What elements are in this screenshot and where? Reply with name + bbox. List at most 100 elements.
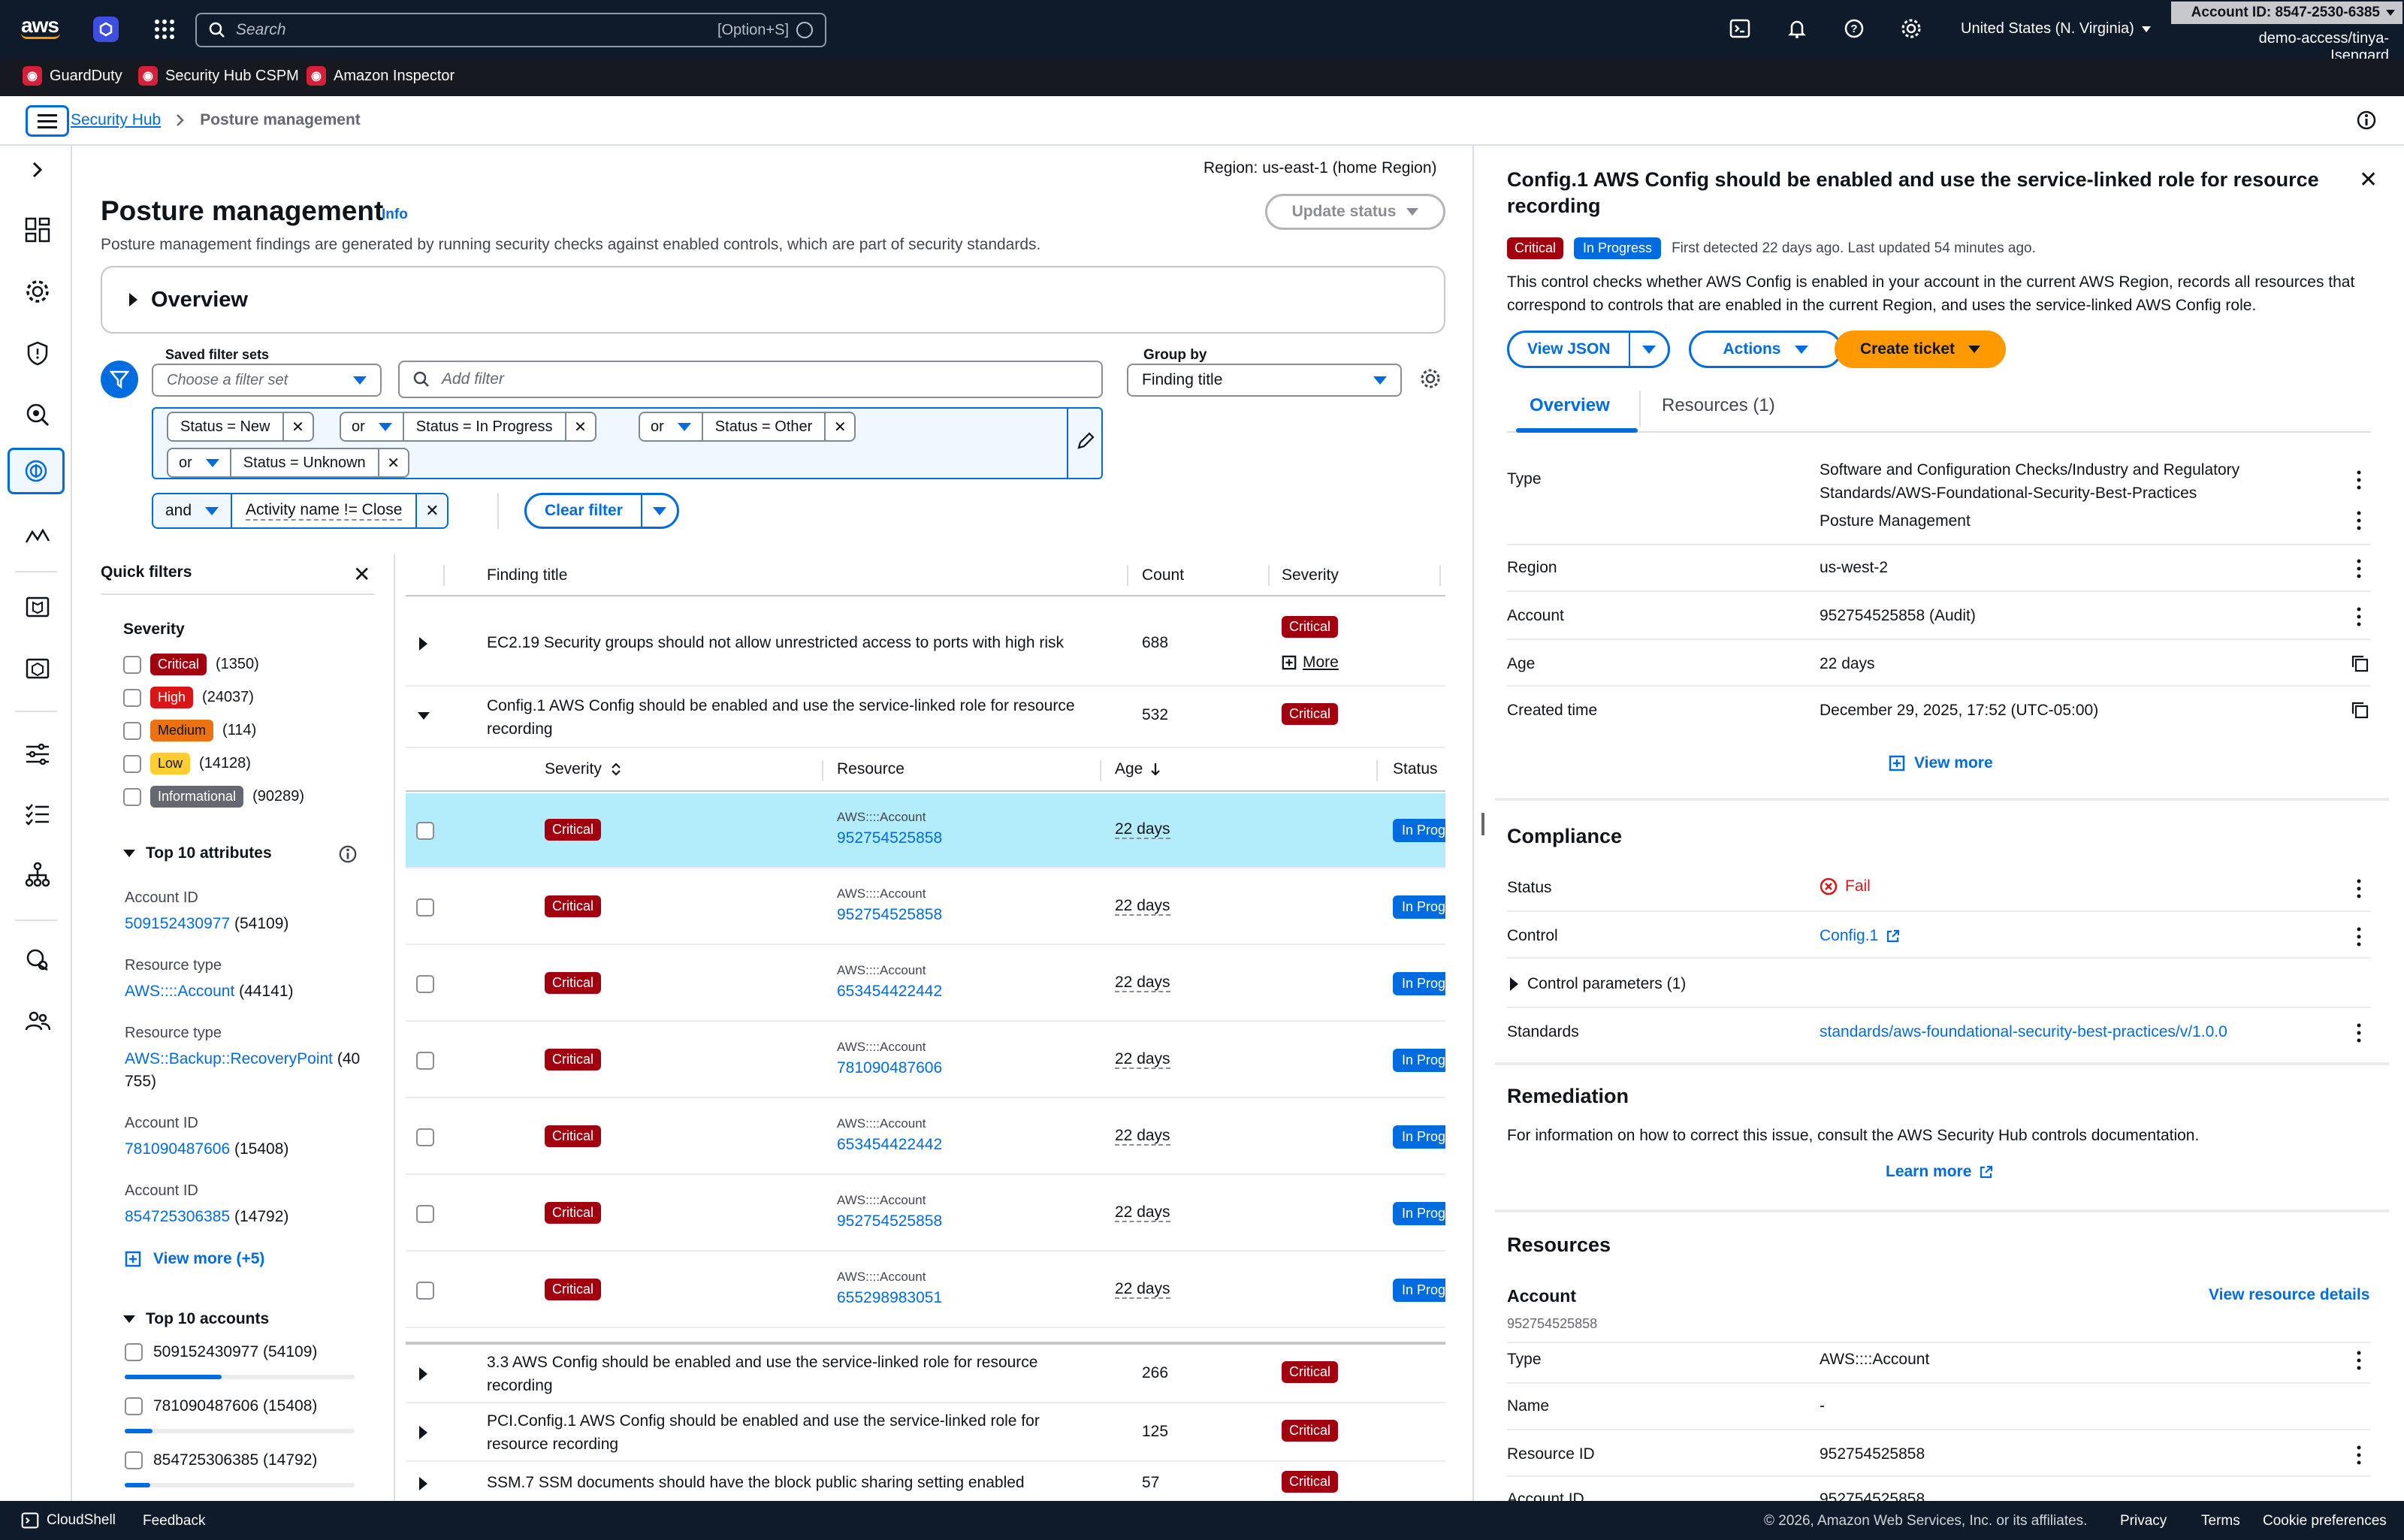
region-selector[interactable]: United States (N. Virginia) bbox=[1961, 20, 2151, 38]
notifications-icon[interactable] bbox=[1786, 18, 1808, 39]
resource-id-link[interactable]: 655298983051 bbox=[837, 1289, 943, 1306]
expand-row-icon[interactable] bbox=[419, 1426, 427, 1439]
row-checkbox[interactable] bbox=[416, 1052, 434, 1070]
remove-filter-icon[interactable]: ✕ bbox=[425, 501, 439, 520]
view-json-split-button[interactable]: View JSON bbox=[1507, 331, 1670, 368]
resource-id-link[interactable]: 653454422442 bbox=[837, 983, 943, 1000]
tab-resources[interactable]: Resources (1) bbox=[1662, 395, 1775, 415]
resource-id-link[interactable]: 653454422442 bbox=[837, 1136, 943, 1153]
expand-row-icon[interactable] bbox=[419, 637, 427, 651]
attribute-item[interactable]: AWS::Backup::RecoveryPoint (40 bbox=[125, 1050, 360, 1068]
resource-id-link[interactable]: 952754525858 bbox=[837, 906, 943, 923]
account-filter-item[interactable]: 854725306385 (14792) bbox=[125, 1451, 317, 1469]
sub-header-status[interactable]: Status bbox=[1393, 760, 1438, 778]
top-accounts-toggle[interactable]: Top 10 accounts bbox=[123, 1310, 269, 1328]
filter-funnel-icon[interactable] bbox=[101, 361, 138, 398]
help-icon[interactable]: ? bbox=[1844, 18, 1865, 39]
services-grid-icon[interactable] bbox=[153, 18, 176, 41]
service-icon[interactable] bbox=[93, 17, 119, 42]
table-row[interactable]: SSM.7 SSM documents should have the bloc… bbox=[406, 1463, 1445, 1501]
cloudshell-icon[interactable] bbox=[1729, 18, 1750, 39]
column-header-finding-title[interactable]: Finding title bbox=[487, 566, 568, 584]
attribute-value-link[interactable]: AWS::Backup::RecoveryPoint bbox=[125, 1050, 333, 1067]
column-header-count[interactable]: Count bbox=[1142, 566, 1185, 584]
info-icon[interactable] bbox=[2356, 110, 2377, 131]
sliders-icon[interactable] bbox=[23, 739, 53, 769]
collapse-row-icon[interactable] bbox=[418, 712, 430, 720]
checkbox[interactable] bbox=[125, 1451, 143, 1469]
checkbox[interactable] bbox=[123, 754, 141, 773]
cookie-preferences-link[interactable]: Cookie preferences bbox=[2263, 1513, 2387, 1529]
severity-filter-high[interactable]: High (24037) bbox=[123, 687, 254, 708]
favorite-amazon-inspector[interactable]: ◉ Amazon Inspector bbox=[307, 66, 455, 86]
resource-id-link[interactable]: 781090487606 bbox=[837, 1059, 943, 1076]
threat-search-icon[interactable] bbox=[23, 400, 53, 430]
table-row[interactable]: PCI.Config.1 AWS Config should be enable… bbox=[406, 1405, 1445, 1462]
checkbox[interactable] bbox=[125, 1397, 143, 1415]
severity-filter-informational[interactable]: Informational (90289) bbox=[123, 786, 304, 808]
activity-filter-token[interactable]: and Activity name != Close ✕ bbox=[152, 493, 449, 529]
dashboard-icon[interactable] bbox=[23, 215, 53, 245]
standards-link[interactable]: standards/aws-foundational-security-best… bbox=[1820, 1023, 2227, 1040]
more-options-icon[interactable] bbox=[2351, 877, 2366, 900]
operator-select[interactable]: or bbox=[340, 412, 404, 442]
account-filter-item[interactable]: 781090487606 (15408) bbox=[125, 1397, 317, 1415]
row-checkbox[interactable] bbox=[416, 975, 434, 993]
filter-token[interactable]: or Status = Unknown ✕ bbox=[167, 448, 409, 478]
clear-filter-split-button[interactable]: Clear filter bbox=[524, 493, 679, 529]
edit-pencil-icon[interactable] bbox=[1076, 431, 1095, 451]
checkbox[interactable] bbox=[123, 721, 141, 740]
expand-row-icon[interactable] bbox=[419, 1477, 427, 1490]
attribute-value-link[interactable]: 854725306385 bbox=[125, 1208, 231, 1225]
remove-filter-icon[interactable]: ✕ bbox=[566, 412, 596, 442]
create-ticket-button[interactable]: Create ticket bbox=[1835, 331, 2006, 368]
overview-expander[interactable]: Overview bbox=[101, 266, 1445, 334]
map-book-icon[interactable] bbox=[23, 592, 53, 622]
info-link[interactable]: Info bbox=[382, 207, 408, 223]
saved-filter-select[interactable]: Choose a filter set bbox=[152, 364, 382, 397]
account-filter-item[interactable]: 509152430977 (54109) bbox=[125, 1343, 317, 1361]
attribute-value-link[interactable]: AWS::::Account bbox=[125, 983, 235, 1000]
checkbox[interactable] bbox=[123, 688, 141, 707]
remove-filter-icon[interactable]: ✕ bbox=[283, 412, 314, 442]
resource-row[interactable]: Critical AWS::::Account 653454422442 22 day… bbox=[406, 1100, 1445, 1175]
info-icon[interactable] bbox=[338, 844, 358, 864]
severity-filter-medium[interactable]: Medium (114) bbox=[123, 720, 256, 741]
posture-management-nav-icon[interactable] bbox=[8, 448, 65, 494]
row-checkbox[interactable] bbox=[416, 898, 434, 916]
table-row-expanded[interactable]: Config.1 AWS Config should be enabled an… bbox=[406, 688, 1445, 748]
row-checkbox[interactable] bbox=[416, 1282, 434, 1300]
close-panel-icon[interactable]: ✕ bbox=[2359, 168, 2378, 192]
expand-row-icon[interactable] bbox=[419, 1367, 427, 1381]
row-checkbox[interactable] bbox=[416, 822, 434, 840]
attribute-item[interactable]: AWS::::Account (44141) bbox=[125, 983, 294, 1001]
checklist-icon[interactable] bbox=[23, 799, 53, 829]
control-parameters-toggle[interactable]: Control parameters (1) bbox=[1510, 975, 1686, 993]
aws-logo[interactable]: aws bbox=[21, 14, 60, 39]
attribute-value-link[interactable]: 781090487606 bbox=[125, 1140, 231, 1158]
close-quick-filters-icon[interactable]: ✕ bbox=[353, 563, 371, 586]
trends-icon[interactable] bbox=[23, 521, 53, 551]
sub-header-age[interactable]: Age bbox=[1115, 760, 1161, 778]
favorite-guardduty[interactable]: ◉ GuardDuty bbox=[23, 66, 122, 86]
resource-row[interactable]: Critical AWS::::Account 655298983051 22 day… bbox=[406, 1253, 1445, 1328]
sub-header-resource[interactable]: Resource bbox=[837, 760, 905, 778]
control-link[interactable]: Config.1 bbox=[1820, 927, 1901, 945]
more-options-icon[interactable] bbox=[2351, 1349, 2366, 1372]
view-json-dropdown[interactable] bbox=[1630, 333, 1668, 366]
sub-header-severity[interactable]: Severity bbox=[545, 760, 621, 778]
table-row[interactable]: EC2.19 Security groups should not allow … bbox=[406, 598, 1445, 687]
resource-row[interactable]: Critical AWS::::Account 653454422442 22 day… bbox=[406, 947, 1445, 1022]
row-checkbox[interactable] bbox=[416, 1205, 434, 1223]
more-options-icon[interactable] bbox=[2351, 1022, 2366, 1044]
settings-gear-icon[interactable] bbox=[1901, 18, 1922, 39]
resource-id-link[interactable]: 952754525858 bbox=[837, 829, 943, 847]
attribute-item[interactable]: 781090487606 (15408) bbox=[125, 1140, 288, 1158]
privacy-link[interactable]: Privacy bbox=[2120, 1513, 2167, 1529]
search-input[interactable]: Search [Option+S] bbox=[195, 13, 826, 47]
more-options-icon[interactable] bbox=[2351, 605, 2366, 628]
filter-token[interactable]: or Status = Other ✕ bbox=[639, 412, 856, 442]
resource-id-link[interactable]: 952754525858 bbox=[837, 1212, 943, 1230]
severity-filter-critical[interactable]: Critical (1350) bbox=[123, 654, 259, 675]
view-resource-details-link[interactable]: View resource details bbox=[2209, 1286, 2370, 1303]
